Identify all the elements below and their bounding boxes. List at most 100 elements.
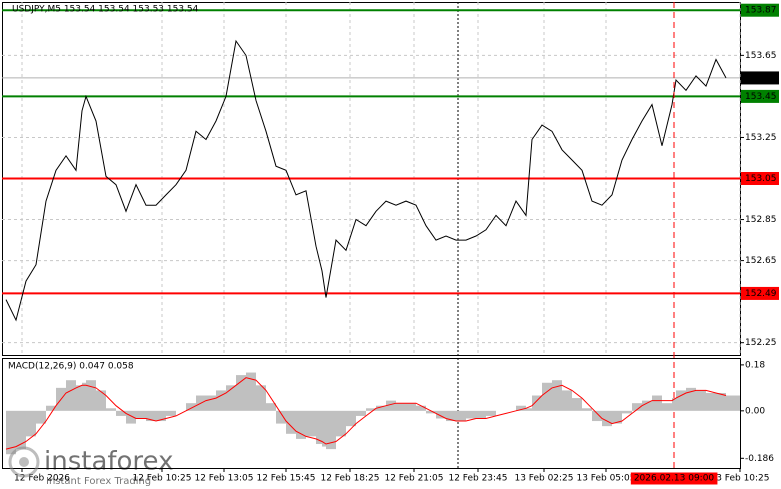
macd-bar (82, 382, 86, 411)
macd-bar (672, 398, 676, 411)
macd-bar (612, 410, 622, 424)
macd-bar (706, 392, 716, 411)
macd-bar (166, 410, 176, 416)
macd-bar (386, 400, 396, 411)
macd-bar (322, 410, 326, 447)
y-tick-label: -0.186 (745, 454, 774, 464)
macd-frame (2, 358, 741, 469)
macd-bar (602, 410, 612, 427)
macd-bar (16, 410, 26, 450)
x-tick-label: 12 Feb 2026 (14, 474, 70, 484)
macd-bar (582, 408, 592, 411)
macd-bar (266, 403, 276, 411)
macd-bar (46, 405, 56, 411)
macd-bar (6, 410, 16, 455)
x-tick-label: 12 Feb 15:45 (256, 474, 315, 484)
y-tick-label: 153.25 (745, 133, 777, 143)
macd-bar (652, 395, 662, 411)
macd-bar (246, 372, 256, 411)
macd-bar (356, 410, 366, 416)
macd-bar (696, 390, 706, 411)
y-tick-label: 153.65 (745, 51, 777, 61)
macd-bar (126, 410, 136, 424)
macd-bar (106, 408, 116, 411)
macd-bar (336, 410, 346, 437)
macd-bar (622, 410, 632, 414)
macd-bar (206, 395, 216, 411)
macd-bar (632, 403, 642, 411)
macd-bar (396, 403, 406, 411)
cursor-label-box (630, 472, 718, 485)
level-label-box (741, 3, 779, 17)
level-label: 153.87 (745, 6, 777, 16)
macd-bar (486, 410, 496, 416)
macd-bar (642, 400, 652, 411)
x-tick-label: 13 Feb 02:25 (514, 474, 573, 484)
level-label: 153.45 (745, 92, 777, 102)
macd-bar (686, 387, 696, 411)
macd-bar (552, 380, 562, 411)
macd-bar (562, 390, 572, 411)
macd-bar (466, 410, 476, 419)
macd-bar (716, 392, 726, 411)
signal-line (5, 377, 727, 450)
macd-bar (316, 410, 322, 445)
macd-bar (446, 410, 456, 422)
last-price-label: 153.54 (745, 73, 777, 83)
x-tick-label: 12 Feb 21:05 (384, 474, 443, 484)
macd-bar (226, 385, 236, 411)
level-label-box (741, 89, 779, 103)
macd-bar (306, 410, 316, 437)
macd-bar (436, 410, 446, 419)
y-tick-label: 0.00 (745, 406, 765, 416)
macd-bar (326, 410, 336, 450)
watermark-logo (8, 446, 40, 478)
y-tick-label: 152.65 (745, 256, 777, 266)
watermark: instaforex Instant Forex Trading (8, 446, 173, 487)
price-line (5, 39, 727, 322)
macd-title: MACD(12,26,9) 0.047 0.058 (8, 362, 134, 372)
macd-bar (136, 410, 146, 419)
macd-bar (256, 385, 266, 411)
level-label: 153.05 (745, 174, 777, 184)
level-label-box (741, 286, 779, 300)
macd-bar (456, 410, 466, 422)
macd-bar (116, 410, 126, 416)
x-tick-label: 12 Feb 13:05 (194, 474, 253, 484)
x-tick-label: 13 Feb 10:25 (710, 474, 769, 484)
x-tick-label: 12 Feb 10:25 (132, 474, 191, 484)
y-tick-label: 0.18 (745, 360, 765, 370)
macd-bar (236, 375, 246, 411)
macd-bar (186, 403, 196, 411)
macd-bar (276, 410, 286, 424)
macd-bar (296, 410, 306, 439)
macd-bar (26, 410, 36, 437)
price-title: USDJPY,M5 153.54 153.54 153.53 153.54 (12, 5, 199, 15)
x-tick-label: 13 Feb 05:05 (576, 474, 635, 484)
last-price-box (741, 71, 779, 85)
macd-bar (216, 390, 226, 411)
macd-bar (542, 382, 552, 411)
macd-bar (726, 395, 740, 411)
macd-bar (156, 410, 166, 422)
macd-bar (86, 380, 96, 411)
x-tick-label: 12 Feb 23:45 (448, 474, 507, 484)
macd-bar (572, 398, 582, 411)
watermark-tagline: Instant Forex Trading (46, 476, 151, 487)
macd-bar (36, 410, 46, 424)
macd-bar (376, 405, 386, 411)
macd-bar (66, 380, 76, 411)
macd-bar (676, 390, 686, 411)
watermark-brand: instaforex (44, 447, 173, 477)
macd-bar (406, 403, 416, 411)
macd-bar (366, 408, 376, 411)
level-label-box (741, 172, 779, 185)
x-tick-label: 12 Feb 18:25 (320, 474, 379, 484)
macd-bar (532, 395, 542, 411)
macd-bar (416, 405, 426, 411)
macd-bar (516, 405, 526, 411)
macd-bar (592, 410, 602, 422)
watermark-logo-dot (19, 457, 29, 467)
cursor-label: 2026.02.13 09:00 (634, 474, 715, 484)
